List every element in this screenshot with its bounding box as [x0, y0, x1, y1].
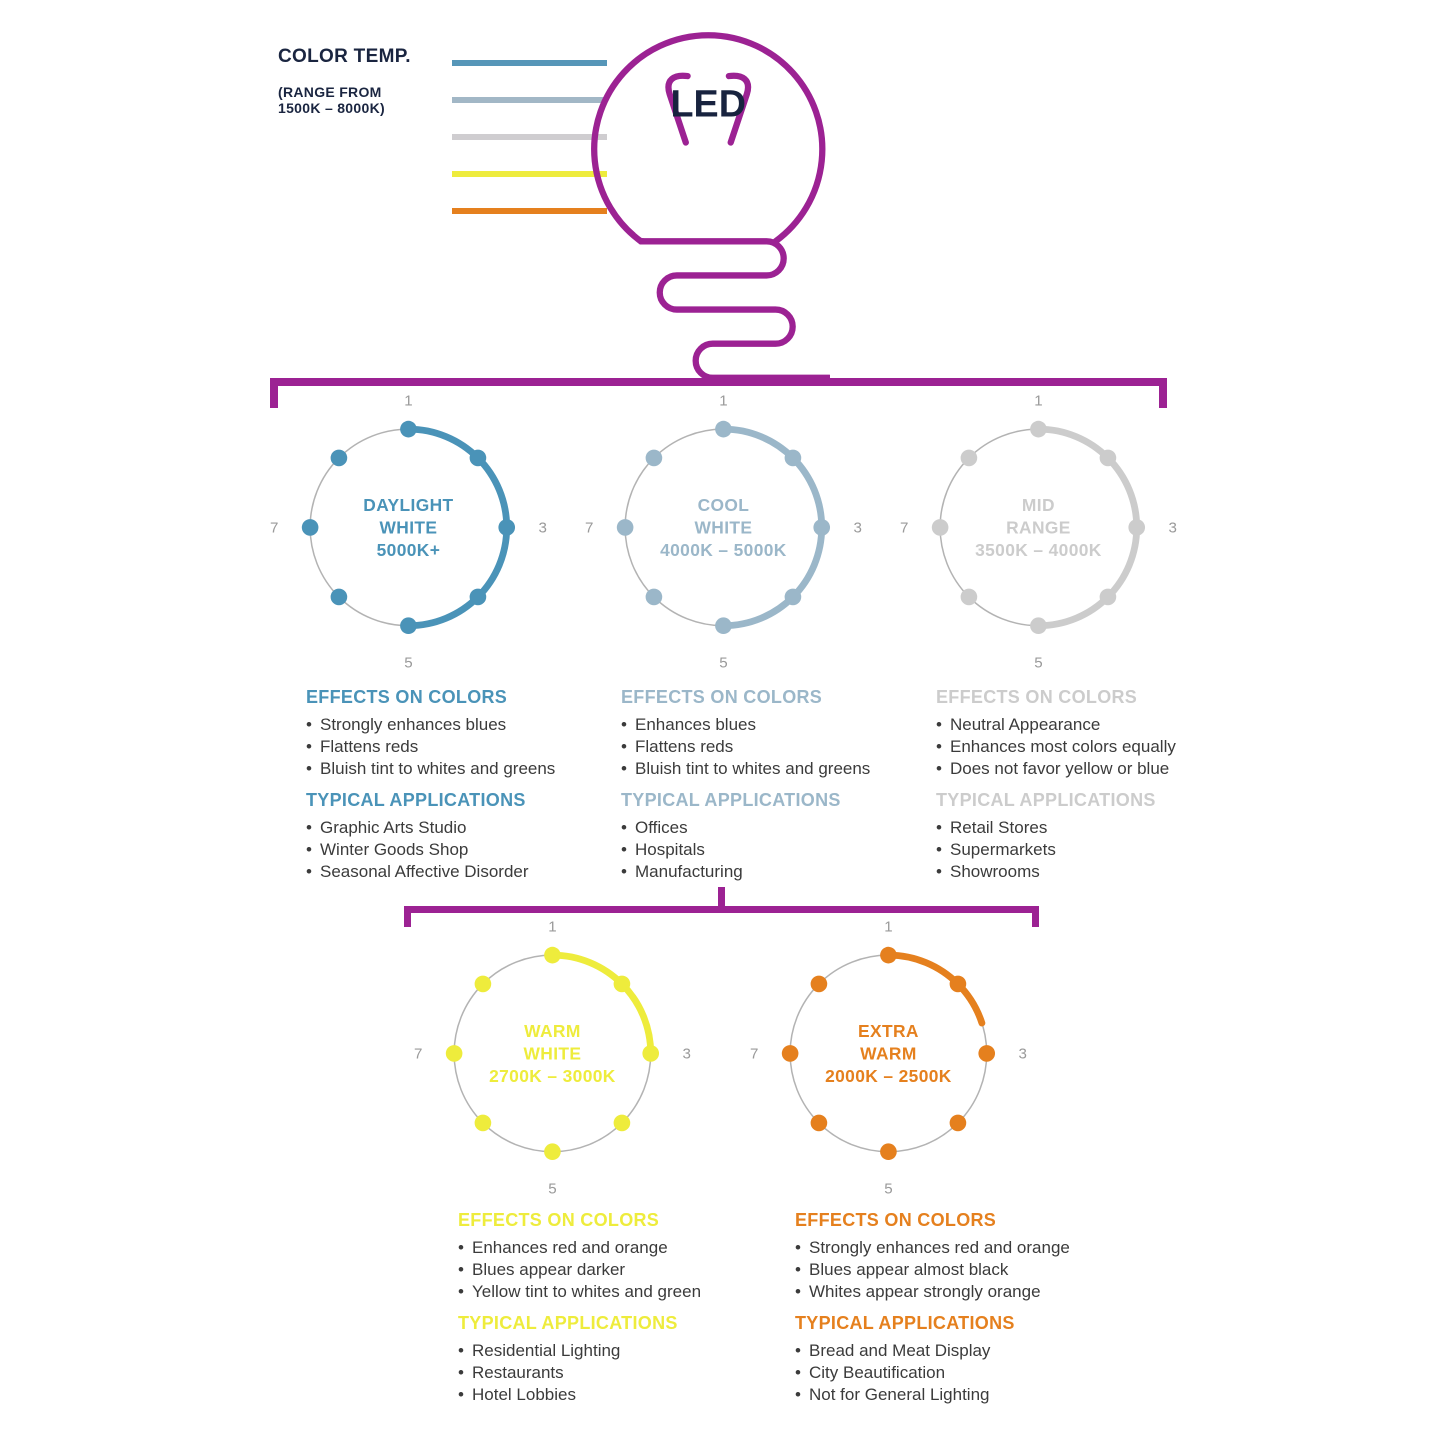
svg-text:WARM: WARM: [525, 1021, 582, 1041]
svg-text:7: 7: [750, 1046, 758, 1063]
svg-text:WARM: WARM: [860, 1044, 917, 1064]
svg-text:5: 5: [1034, 654, 1042, 671]
svg-text:1: 1: [719, 392, 727, 409]
svg-text:1: 1: [404, 392, 412, 409]
svg-text:COOL: COOL: [697, 494, 749, 514]
svg-text:WHITE: WHITE: [694, 517, 752, 537]
svg-text:1: 1: [1034, 392, 1042, 409]
svg-text:5: 5: [885, 1181, 893, 1198]
svg-text:7: 7: [900, 519, 908, 536]
svg-text:3: 3: [1019, 1046, 1027, 1063]
svg-text:MID: MID: [1022, 494, 1055, 514]
svg-text:5: 5: [404, 654, 412, 671]
svg-text:WHITE: WHITE: [380, 517, 438, 537]
svg-text:3: 3: [853, 519, 861, 536]
svg-text:RANGE: RANGE: [1006, 517, 1071, 537]
svg-text:1: 1: [549, 919, 557, 936]
svg-text:4000K – 5000K: 4000K – 5000K: [660, 540, 787, 560]
svg-text:3: 3: [1168, 519, 1176, 536]
svg-text:LED: LED: [671, 83, 746, 125]
svg-text:7: 7: [585, 519, 593, 536]
svg-text:7: 7: [414, 1046, 422, 1063]
svg-text:2700K – 3000K: 2700K – 3000K: [489, 1066, 616, 1086]
svg-text:5: 5: [549, 1181, 557, 1198]
svg-text:3: 3: [539, 519, 547, 536]
svg-text:2000K – 2500K: 2000K – 2500K: [825, 1066, 952, 1086]
svg-text:DAYLIGHT: DAYLIGHT: [363, 494, 453, 514]
svg-text:5000K+: 5000K+: [377, 540, 441, 560]
svg-text:EXTRA: EXTRA: [858, 1021, 919, 1041]
svg-text:1: 1: [885, 919, 893, 936]
svg-text:WHITE: WHITE: [524, 1044, 582, 1064]
svg-text:3: 3: [683, 1046, 691, 1063]
svg-text:5: 5: [719, 654, 727, 671]
svg-text:7: 7: [270, 519, 278, 536]
svg-text:3500K – 4000K: 3500K – 4000K: [975, 540, 1102, 560]
